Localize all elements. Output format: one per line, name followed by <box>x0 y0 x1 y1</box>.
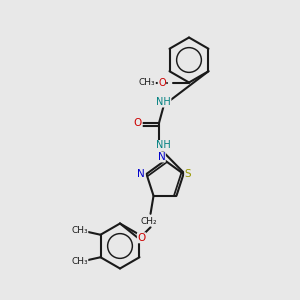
Text: N: N <box>158 152 165 162</box>
Text: NH: NH <box>156 97 171 107</box>
Text: CH₂: CH₂ <box>141 217 158 226</box>
Text: O: O <box>134 118 142 128</box>
Text: S: S <box>185 169 191 179</box>
Text: CH₃: CH₃ <box>71 226 88 235</box>
Text: CH₃: CH₃ <box>71 257 88 266</box>
Text: NH: NH <box>156 140 171 151</box>
Text: CH₃: CH₃ <box>139 78 155 87</box>
Text: O: O <box>137 233 146 243</box>
Text: O: O <box>158 77 166 88</box>
Text: N: N <box>137 169 145 179</box>
